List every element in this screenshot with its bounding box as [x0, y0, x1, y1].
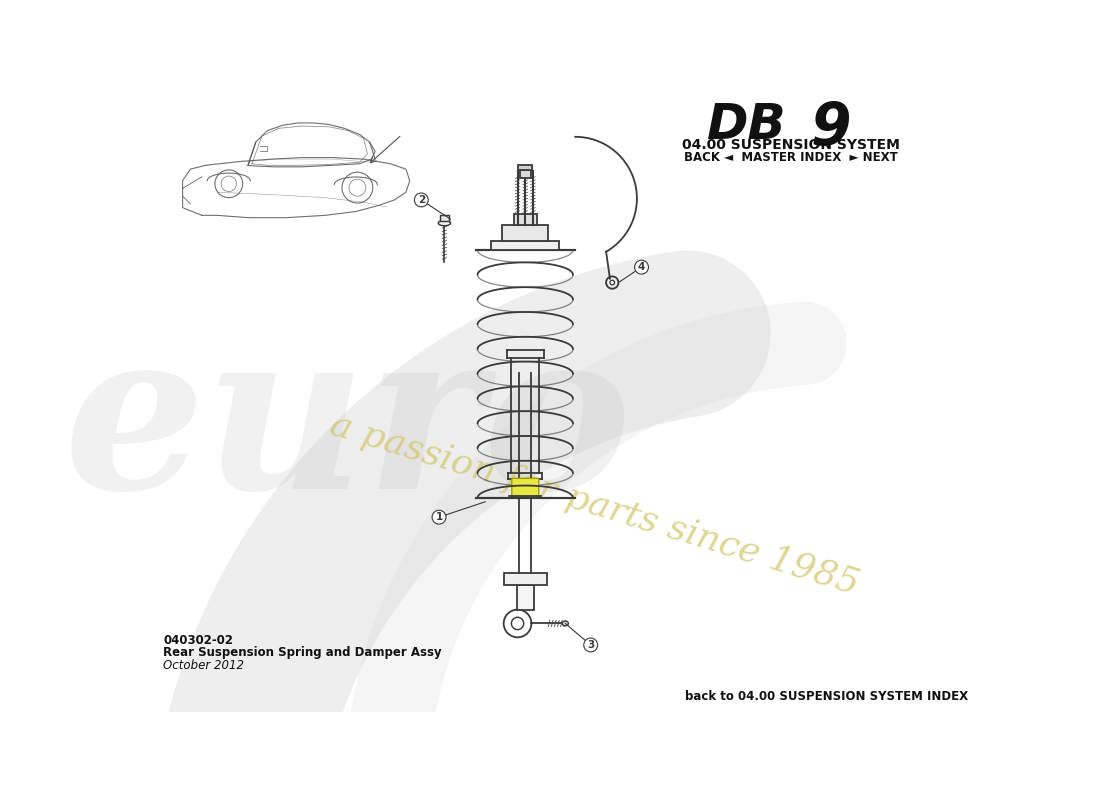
- Text: 2: 2: [418, 195, 425, 205]
- Ellipse shape: [562, 621, 569, 626]
- FancyBboxPatch shape: [440, 214, 449, 221]
- Text: DB: DB: [707, 102, 788, 150]
- Text: back to 04.00 SUSPENSION SYSTEM INDEX: back to 04.00 SUSPENSION SYSTEM INDEX: [685, 690, 968, 703]
- Circle shape: [415, 193, 428, 207]
- Text: 4: 4: [638, 262, 646, 272]
- Circle shape: [584, 638, 597, 652]
- FancyBboxPatch shape: [502, 226, 548, 241]
- Circle shape: [635, 260, 648, 274]
- Text: BACK ◄  MASTER INDEX  ► NEXT: BACK ◄ MASTER INDEX ► NEXT: [684, 151, 898, 164]
- Text: 040302-02: 040302-02: [163, 634, 233, 647]
- FancyBboxPatch shape: [504, 574, 547, 585]
- Text: Rear Suspension Spring and Damper Assy: Rear Suspension Spring and Damper Assy: [163, 646, 442, 659]
- FancyBboxPatch shape: [518, 165, 532, 170]
- FancyBboxPatch shape: [492, 241, 559, 250]
- FancyBboxPatch shape: [520, 170, 530, 178]
- FancyBboxPatch shape: [517, 585, 534, 610]
- Text: 3: 3: [587, 640, 594, 650]
- Text: 9: 9: [810, 100, 850, 157]
- FancyBboxPatch shape: [514, 214, 537, 226]
- Text: 04.00 SUSPENSION SYSTEM: 04.00 SUSPENSION SYSTEM: [682, 138, 900, 151]
- Text: 1: 1: [436, 512, 442, 522]
- Text: October 2012: October 2012: [163, 658, 244, 671]
- FancyBboxPatch shape: [512, 478, 539, 498]
- Circle shape: [432, 510, 446, 524]
- Text: euro: euro: [64, 319, 632, 535]
- Text: a passion for parts since 1985: a passion for parts since 1985: [326, 407, 864, 601]
- Ellipse shape: [438, 220, 451, 226]
